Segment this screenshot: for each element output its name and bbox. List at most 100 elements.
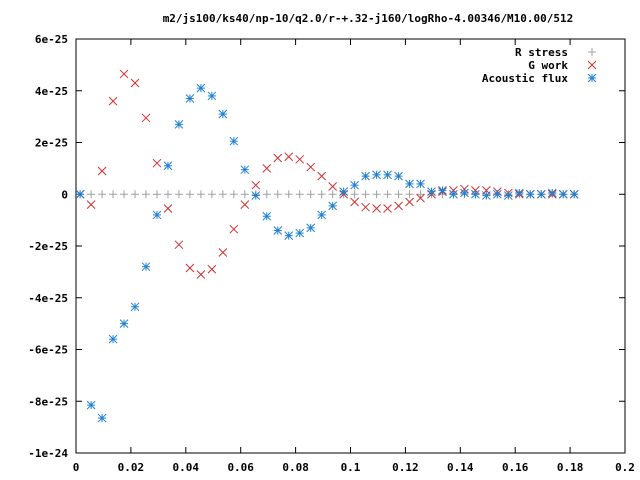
legend-label: Acoustic flux [482,72,568,85]
data-point [383,170,392,180]
data-point [97,413,107,423]
data-point [372,204,381,213]
data-point [196,83,206,93]
data-point [416,179,425,189]
data-point [361,202,370,212]
data-point [86,400,96,410]
data-point [229,190,238,199]
y-tick-label: 4e-25 [35,85,68,98]
data-point [471,189,480,199]
data-point [394,171,403,181]
data-point [350,190,359,199]
x-tick-label: 0.14 [447,461,474,474]
data-point [262,190,271,199]
data-point [273,190,282,199]
data-point [284,190,293,199]
data-point [87,190,96,199]
data-point [229,224,239,234]
data-point [218,109,228,119]
data-point [284,231,294,241]
data-point [152,158,162,168]
x-tick-label: 0.16 [502,461,529,474]
data-point [86,200,96,209]
data-point [503,191,513,200]
legend-marker [587,73,597,83]
data-point [306,190,315,199]
data-point [229,136,239,146]
data-point [98,190,107,199]
data-point [427,187,436,197]
data-point [558,189,568,199]
legend-marker [587,60,597,70]
x-tick-label: 0.1 [341,461,361,474]
legend-label: G work [528,59,568,72]
data-point [108,96,118,106]
x-tick-label: 0.06 [227,461,254,474]
chart-title: m2/js100/ks40/np-10/q2.0/r-+.32-j160/log… [163,12,574,25]
data-point [131,190,140,199]
x-tick-label: 0.2 [615,461,635,474]
data-point [97,166,107,176]
data-point [273,153,283,163]
data-point [339,187,348,197]
data-point [449,189,458,199]
y-tick-label: -2e-25 [28,240,68,253]
data-point [361,190,370,199]
data-point [328,201,338,211]
data-point [120,190,129,199]
data-point [218,248,228,257]
data-point [218,190,227,199]
data-point [240,165,250,175]
data-point [185,263,195,273]
data-point [174,240,184,250]
series-acoustic-flux [75,83,579,423]
data-point [317,171,327,181]
y-tick-label: -4e-25 [28,292,68,305]
data-point [152,210,162,220]
data-point [163,204,173,213]
data-point [119,69,129,79]
data-point [306,162,316,172]
y-tick-label: 0 [61,188,68,201]
data-point [109,190,118,199]
data-point [240,200,250,209]
data-point [493,189,502,199]
data-point [75,189,85,199]
data-point [514,188,524,198]
data-point [416,193,425,203]
data-point [405,190,414,199]
data-point [207,91,217,101]
data-point [306,223,316,233]
data-point [394,201,403,211]
legend-marker [588,48,596,56]
data-point [372,190,381,199]
data-point [295,190,304,199]
y-tick-label: -6e-25 [28,344,68,357]
x-tick-label: 0.02 [118,461,145,474]
data-point [383,204,392,213]
data-point [262,164,272,173]
data-point [482,191,491,200]
y-tick-label: 6e-25 [35,33,68,46]
x-tick-label: 0.12 [392,461,419,474]
plot-frame [75,38,626,454]
data-point [185,190,194,199]
data-point [525,189,535,199]
x-tick-label: 0.08 [282,461,309,474]
data-point [152,190,161,199]
data-point [141,190,150,199]
data-point [174,190,183,199]
data-point [284,152,294,162]
data-point [295,228,305,238]
data-point [383,190,392,199]
data-point [394,190,403,199]
data-marks [75,69,579,423]
data-point [405,197,414,207]
data-point [240,190,249,199]
data-point [438,186,447,195]
y-tick-label: -1e-24 [28,447,68,460]
x-tick-label: 0.18 [557,461,584,474]
data-point [317,190,326,199]
data-point [405,179,414,189]
